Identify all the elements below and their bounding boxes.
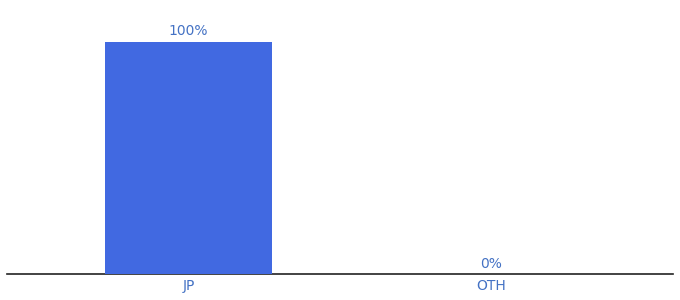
Text: 100%: 100% <box>169 24 208 38</box>
Text: 0%: 0% <box>481 257 503 271</box>
Bar <box>105 42 272 274</box>
